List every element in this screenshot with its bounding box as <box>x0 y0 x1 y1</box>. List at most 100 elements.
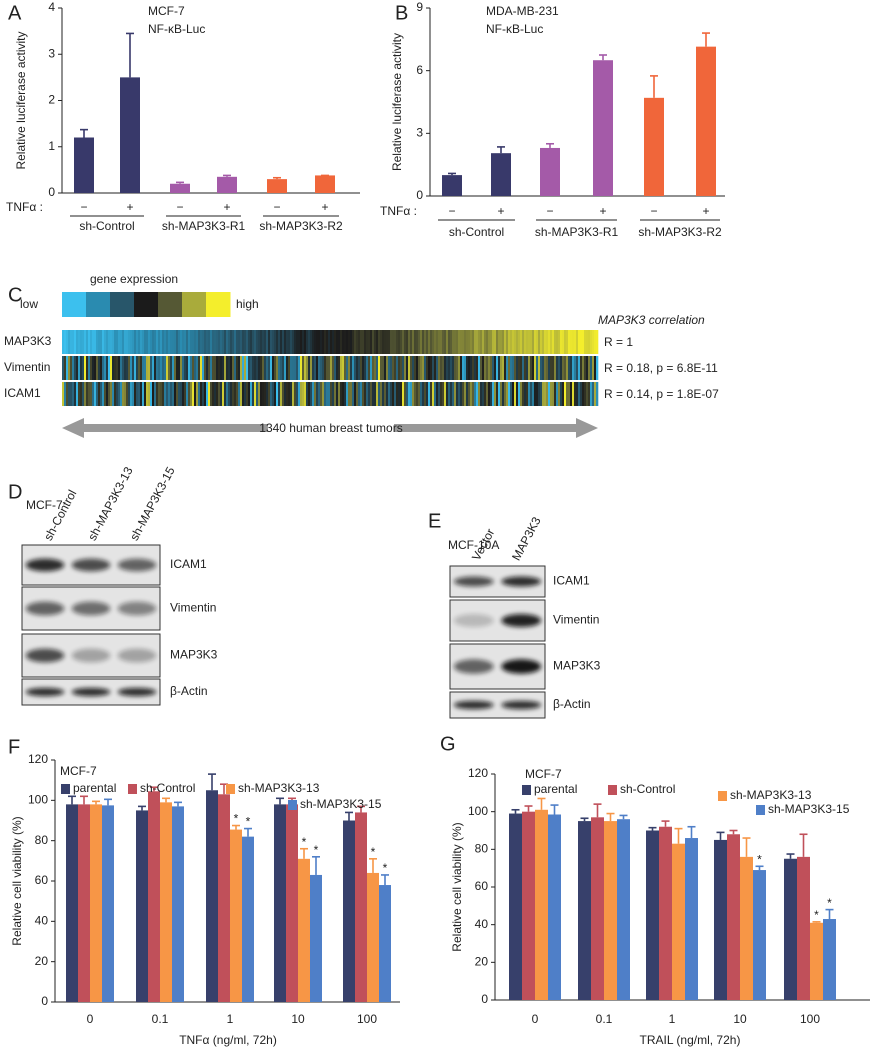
chart-label: MCF-7 <box>525 767 562 781</box>
heatmap-cell <box>512 356 515 380</box>
heatmap-cell <box>94 382 97 406</box>
heatmap-cell <box>564 356 567 380</box>
heatmap-cell <box>216 356 219 380</box>
heatmap-cell <box>438 382 441 406</box>
chart-title: MDA-MB-231 <box>486 4 559 18</box>
heatmap-cell <box>546 356 549 380</box>
heatmap-cell <box>496 356 499 380</box>
heatmap-cell <box>344 382 347 406</box>
row-stat: R = 1 <box>604 335 633 349</box>
heatmap-cell <box>472 382 475 406</box>
heatmap-cell <box>452 356 455 380</box>
heatmap-cell <box>406 330 409 354</box>
heatmap-cell <box>270 330 273 354</box>
heatmap-cell <box>370 356 373 380</box>
heatmap-cell <box>136 330 139 354</box>
y-tick-label: 0 <box>481 992 488 1006</box>
heatmap-cell <box>290 356 293 380</box>
heatmap-cell <box>568 356 571 380</box>
heatmap-cell <box>210 356 213 380</box>
bar <box>230 829 242 1002</box>
heatmap-cell <box>206 382 209 406</box>
heatmap-cell <box>468 356 471 380</box>
heatmap-cell <box>574 382 577 406</box>
heatmap-cell <box>240 330 243 354</box>
heatmap-cell <box>282 330 285 354</box>
heatmap-cell <box>536 356 539 380</box>
heatmap-cell <box>84 382 87 406</box>
heatmap-cell <box>292 356 295 380</box>
significance-mark: * <box>827 896 832 910</box>
heatmap-cell <box>580 330 583 354</box>
heatmap-cell <box>494 356 497 380</box>
heatmap-cell <box>390 330 393 354</box>
blot-band <box>117 601 157 616</box>
heatmap-cell <box>232 330 235 354</box>
heatmap-cell <box>360 382 363 406</box>
heatmap-cell <box>366 356 369 380</box>
heatmap-cell <box>586 356 589 380</box>
scale-low: low <box>20 297 38 311</box>
error-bar <box>345 811 353 821</box>
heatmap-cell <box>74 330 77 354</box>
heatmap-cell <box>150 330 153 354</box>
heatmap-cell <box>324 330 327 354</box>
chart-label: MCF-7 <box>60 764 97 778</box>
heatmap-cell <box>314 356 317 380</box>
heatmap-cell <box>144 356 147 380</box>
heatmap-cell <box>100 382 103 406</box>
heatmap-cell <box>446 356 449 380</box>
heatmap-cell <box>168 330 171 354</box>
heatmap-cell <box>226 382 229 406</box>
heatmap-cell <box>440 356 443 380</box>
heatmap-cell <box>500 382 503 406</box>
legend-label: sh-MAP3K3-15 <box>300 797 382 811</box>
heatmap-cell <box>408 330 411 354</box>
lane-label: MAP3K3 <box>509 514 544 563</box>
heatmap-cell <box>376 356 379 380</box>
heatmap-row <box>62 356 599 380</box>
heatmap-cell <box>210 330 213 354</box>
heatmap-cell <box>92 382 95 406</box>
heatmap-cell <box>342 382 345 406</box>
heatmap-cell <box>402 382 405 406</box>
heatmap-cell <box>194 330 197 354</box>
heatmap-cell <box>96 330 99 354</box>
heatmap-cell <box>376 330 379 354</box>
heatmap-cell <box>268 356 271 380</box>
heatmap-cell <box>358 330 361 354</box>
heatmap-cell <box>542 356 545 380</box>
error-bar <box>799 833 808 857</box>
heatmap-cell <box>124 330 127 354</box>
heatmap-cell <box>594 356 597 380</box>
bar <box>604 821 617 1000</box>
error-bar <box>150 786 158 792</box>
heatmap-cell <box>142 330 145 354</box>
heatmap-cell <box>470 356 473 380</box>
heatmap-cell <box>592 382 595 406</box>
heatmap-cell <box>290 330 293 354</box>
bar <box>672 843 685 1000</box>
heatmap-cell <box>464 382 467 406</box>
y-tick-label: 80 <box>35 833 49 847</box>
scale-title: gene expression <box>90 272 178 286</box>
heatmap-cell <box>436 330 439 354</box>
legend-label: parental <box>73 781 116 795</box>
heatmap-cell <box>104 330 107 354</box>
error-bar <box>497 146 505 154</box>
blot-band <box>25 687 65 697</box>
heatmap-cell <box>128 356 131 380</box>
heatmap-cell <box>164 382 167 406</box>
y-tick-label: 3 <box>416 126 423 140</box>
significance-mark: * <box>757 852 762 866</box>
heatmap-cell <box>428 356 431 380</box>
heatmap-cell <box>584 382 587 406</box>
y-tick-label: 60 <box>35 873 49 887</box>
heatmap-cell <box>266 330 269 354</box>
heatmap-cell <box>564 382 567 406</box>
heatmap-cell <box>430 330 433 354</box>
legend-swatch <box>128 784 137 794</box>
heatmap-cell <box>248 356 251 380</box>
x-tick-label: 10 <box>291 1012 305 1026</box>
heatmap-cell <box>146 330 149 354</box>
